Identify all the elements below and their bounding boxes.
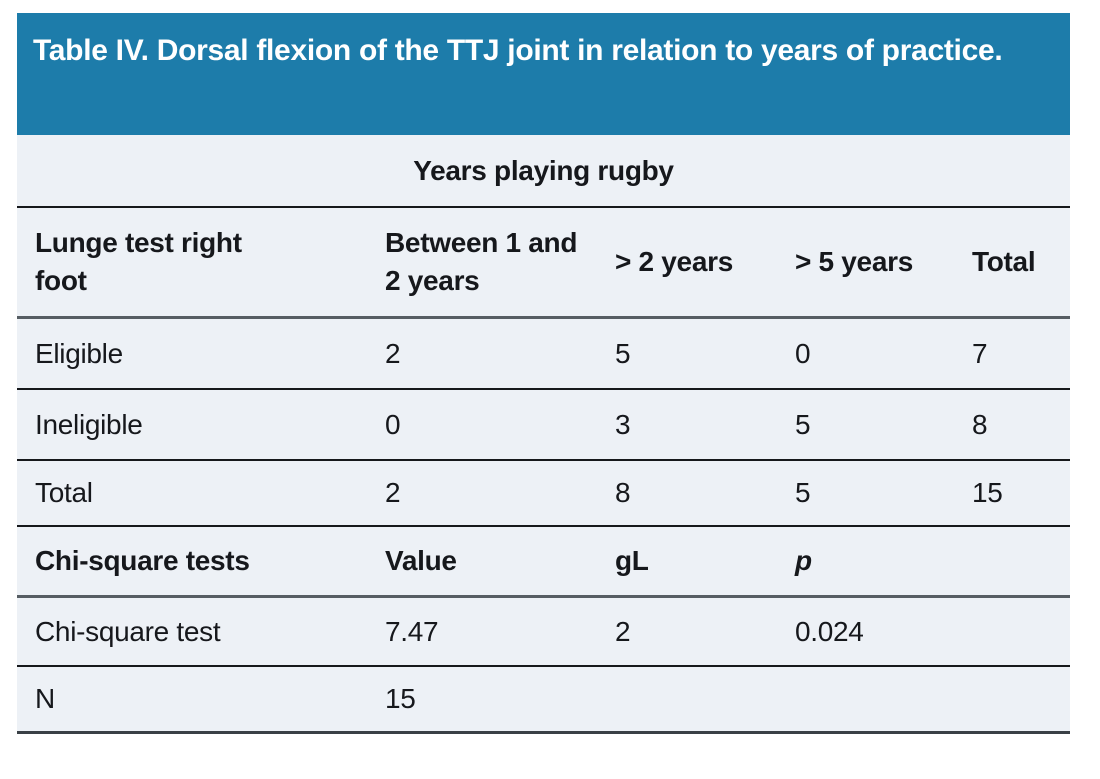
cell-value: 8	[615, 477, 631, 508]
cell-value: 7	[972, 337, 988, 369]
cell-value: 7.47	[385, 615, 439, 647]
chi-header-p: p	[795, 545, 812, 576]
chi-header-tests: Chi-square tests	[35, 545, 250, 576]
table-row-n: N 15	[17, 667, 1070, 734]
table-row-total: Total 2 8 5 15	[17, 461, 1070, 527]
cell-value: 3	[615, 408, 631, 440]
row-label: Total	[35, 477, 93, 508]
cell-value: 8	[972, 408, 988, 440]
table-row-eligible: Eligible 2 5 0 7	[17, 319, 1070, 390]
cell-value: 2	[385, 477, 401, 508]
cell-value: 0.024	[795, 615, 864, 647]
cell-value: 15	[972, 477, 1003, 508]
col-header-lunge-test-right-foot: Lunge test right foot	[35, 227, 242, 296]
row-label: Ineligible	[35, 408, 143, 440]
chi-header-gl: gL	[615, 545, 649, 576]
row-label: N	[35, 683, 55, 714]
chi-header-value: Value	[385, 545, 457, 576]
cell-value: 2	[385, 337, 401, 369]
table-title: Table IV. Dorsal flexion of the TTJ join…	[17, 13, 1070, 135]
cell-value: 15	[385, 683, 416, 714]
cell-value: 5	[795, 477, 811, 508]
table-row-ineligible: Ineligible 0 3 5 8	[17, 390, 1070, 461]
column-header-row: Lunge test right foot Between 1 and 2 ye…	[17, 208, 1070, 319]
table-row-chi-square-test: Chi-square test 7.47 2 0.024	[17, 598, 1070, 667]
col-header-total: Total	[972, 246, 1036, 277]
col-header-gt-2-years: > 2 years	[615, 246, 733, 277]
row-label: Chi-square test	[35, 615, 221, 647]
table-iv-figure: Table IV. Dorsal flexion of the TTJ join…	[17, 13, 1070, 734]
cell-value: 2	[615, 615, 631, 647]
group-header-years-playing-rugby: Years playing rugby	[17, 135, 1070, 208]
col-header-between-1-and-2-years: Between 1 and 2 years	[385, 227, 578, 296]
cell-value: 5	[795, 408, 811, 440]
col-header-gt-5-years: > 5 years	[795, 246, 913, 277]
cell-value: 0	[795, 337, 811, 369]
chi-square-header-row: Chi-square tests Value gL p	[17, 527, 1070, 598]
row-label: Eligible	[35, 337, 123, 369]
cell-value: 0	[385, 408, 401, 440]
cell-value: 5	[615, 337, 631, 369]
